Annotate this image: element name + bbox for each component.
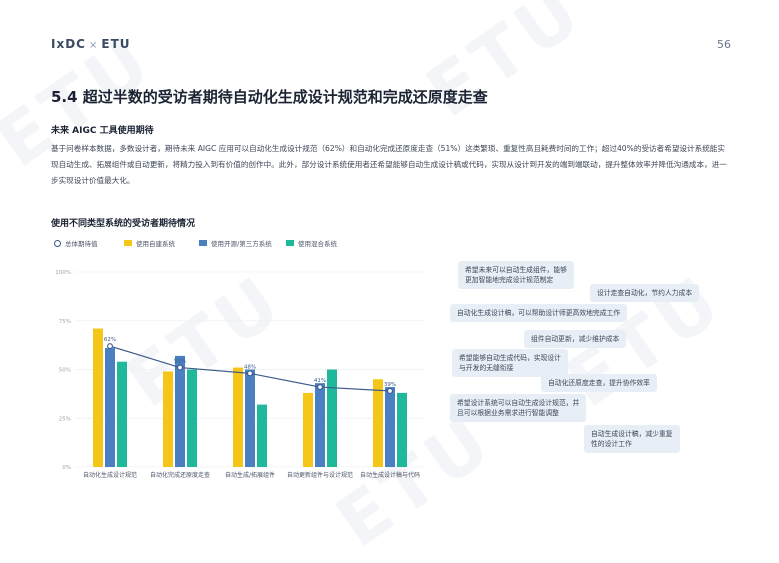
- legend-item-overall: 总体期待值: [54, 238, 98, 248]
- overall-point: [317, 384, 323, 390]
- bar: [187, 369, 197, 467]
- legend-label: 使用开源/第三方系统: [211, 240, 272, 248]
- bar: [163, 371, 173, 467]
- legend-item-self: 使用自建系统: [124, 238, 175, 248]
- section-subtitle: 未来 AIGC 工具使用期待: [51, 126, 154, 136]
- legend-swatch: [124, 240, 132, 246]
- bar: [373, 379, 383, 467]
- x-tick-label: 自动生成/拓展组件: [225, 471, 275, 479]
- brand-etu: ETU: [101, 37, 131, 51]
- quote-bubble: 组件自动更新，减少维护成本: [524, 330, 627, 348]
- y-tick-label: 25%: [59, 416, 71, 422]
- overall-value-label: 62%: [104, 337, 116, 343]
- legend-swatch: [199, 240, 207, 246]
- quote-bubble: 希望未来可以自动生成组件，能够 更加智能地完成设计规范制定: [458, 261, 574, 289]
- overall-value-label: 39%: [384, 382, 396, 388]
- legend-line-swatch: [54, 239, 61, 247]
- overall-value-label: 51%: [174, 359, 186, 365]
- y-tick-label: 100%: [55, 270, 71, 276]
- body-paragraph: 基于问卷样本数据，多数设计者，期待未来 AIGC 应用可以自动化生成设计规范（6…: [51, 144, 727, 185]
- legend-item-mixed: 使用混合系统: [286, 238, 337, 248]
- bar: [397, 392, 407, 467]
- quote-bubble: 自动生成设计稿，减少重复 性的设计工作: [584, 425, 680, 453]
- quote-bubble: 设计走查自动化，节约人力成本: [590, 284, 700, 302]
- bar: [327, 369, 337, 467]
- bar: [257, 404, 267, 467]
- legend-item-open: 使用开源/第三方系统: [199, 238, 272, 248]
- chart-title: 使用不同类型系统的受访者期待情况: [51, 219, 196, 229]
- brand-logo: IxDC × ETU: [51, 37, 131, 51]
- x-tick-label: 自动更新组件与设计规范: [287, 471, 353, 479]
- x-tick-label: 自动化生成设计规范: [83, 471, 137, 479]
- grouped-bar-chart: 0% 25% 50% 75% 100% 自动化生成设计规范 自动化完成还原度走查 自动生成/拓…: [55, 270, 425, 479]
- brand-separator: ×: [88, 40, 99, 51]
- quote-bubble: 自动化生成设计稿，可以帮助设计师更高效地完成工作: [450, 304, 628, 322]
- quote-bubble: 自动化还原度走查，提升协作效率: [541, 374, 657, 392]
- overall-value-label: 48%: [244, 364, 256, 370]
- bar: [245, 369, 255, 467]
- y-tick-label: 0%: [62, 465, 71, 471]
- bar: [93, 328, 103, 467]
- overall-value-label: 41%: [314, 378, 326, 384]
- overall-point: [387, 388, 393, 394]
- legend-label: 总体期待值: [65, 240, 98, 248]
- bar: [385, 387, 395, 467]
- overall-point: [247, 370, 253, 377]
- brand-ixdc: IxDC: [51, 37, 86, 51]
- bar: [315, 383, 325, 467]
- bar: [175, 355, 185, 467]
- quote-bubble: 希望设计系统可以自动生成设计规范，并 且可以根据业务需求进行智能调整: [450, 394, 587, 422]
- overall-point: [177, 364, 183, 371]
- legend-label: 使用混合系统: [298, 240, 337, 248]
- x-tick-label: 自动化完成还原度走查: [150, 471, 210, 479]
- legend-label: 使用自建系统: [136, 240, 175, 248]
- bar: [117, 361, 127, 467]
- bar: [105, 348, 115, 467]
- bar: [233, 367, 243, 467]
- section-title: 5.4 超过半数的受访者期待自动化生成设计规范和完成还原度走查: [51, 88, 488, 106]
- page-number: 56: [717, 38, 731, 51]
- bar: [303, 392, 313, 467]
- overall-point: [107, 343, 113, 350]
- legend-swatch: [286, 240, 294, 246]
- y-tick-label: 50%: [59, 368, 71, 374]
- x-tick-label: 自动生成设计稿与代码: [360, 471, 420, 479]
- y-tick-label: 75%: [59, 319, 71, 325]
- quote-bubble: 希望能够自动生成代码，实现设计 与开发的无缝衔接: [452, 349, 568, 377]
